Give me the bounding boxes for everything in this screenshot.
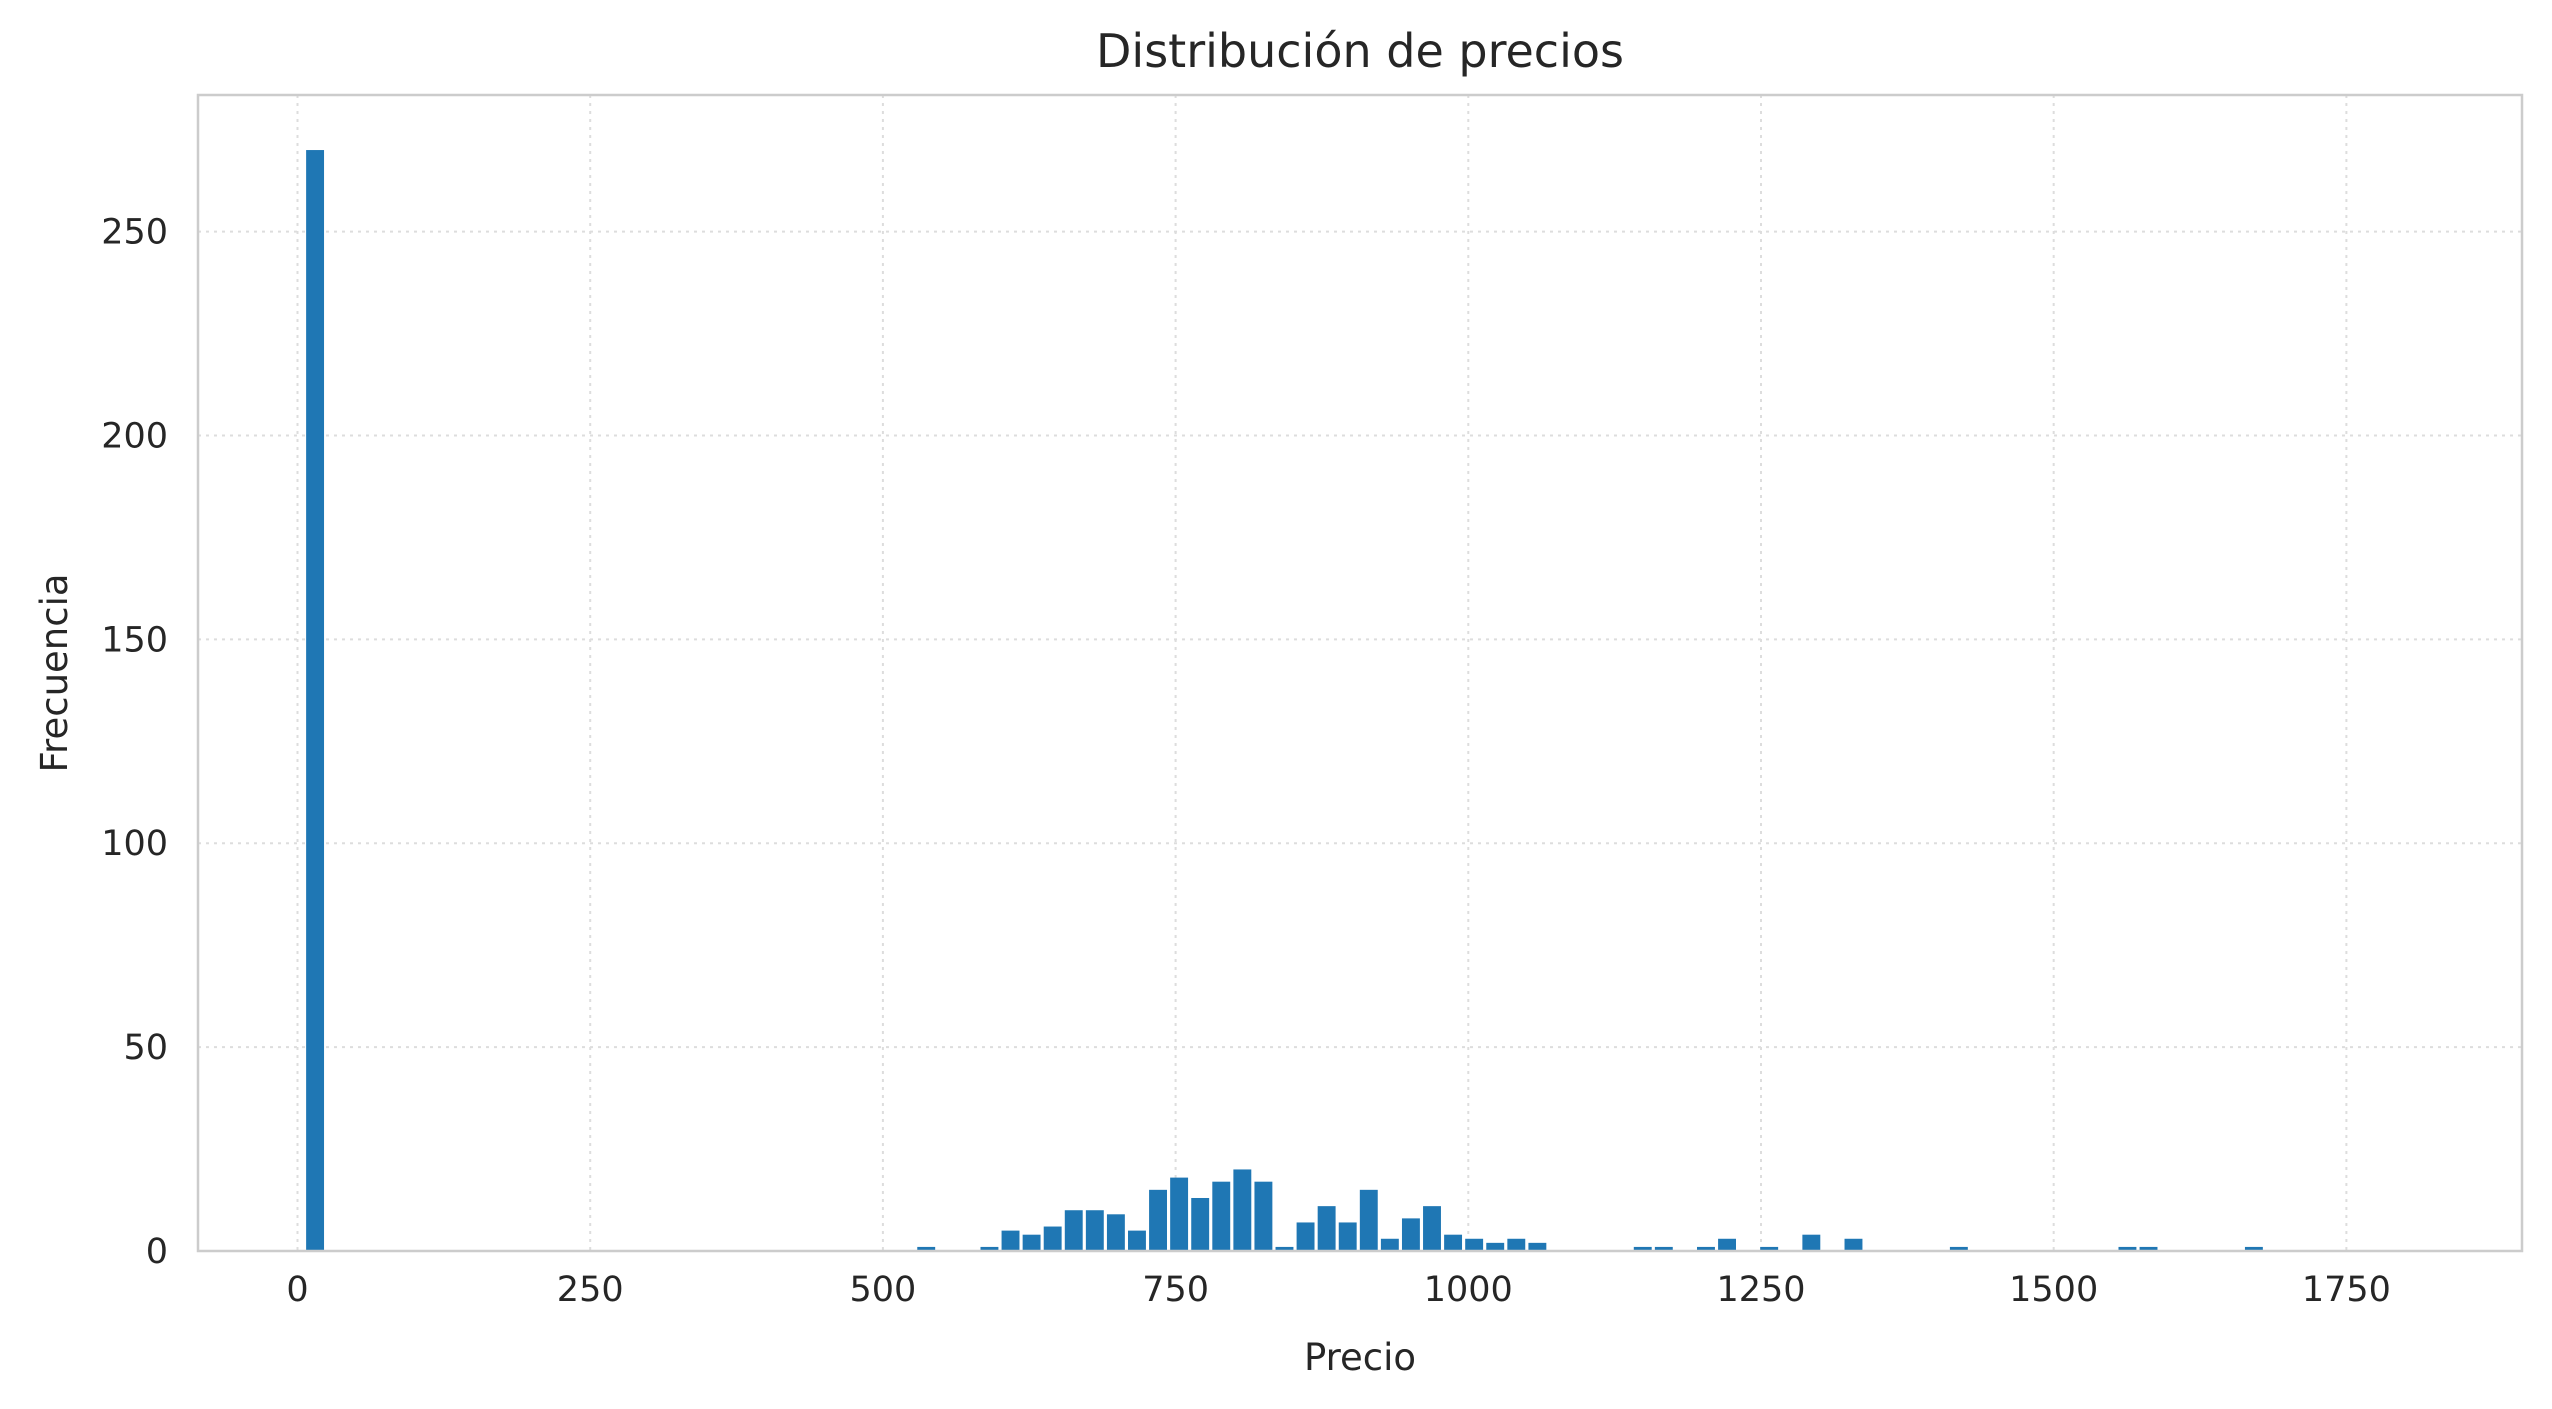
- y-tick-label-150: 150: [101, 620, 168, 660]
- histogram-bar-31: [1697, 1246, 1715, 1251]
- histogram-bar-30: [1654, 1246, 1673, 1251]
- histogram-bar-38: [2139, 1246, 2158, 1251]
- x-axis-ticks: 0 250 500 750 1000 1250 1500 1750: [286, 1270, 2391, 1310]
- y-axis-title: Frecuencia: [33, 573, 76, 772]
- histogram-bar-15: [1254, 1181, 1273, 1251]
- histogram-bar-34: [1802, 1234, 1821, 1251]
- x-tick-label-1000: 1000: [1424, 1270, 1513, 1310]
- x-tick-label-1750: 1750: [2302, 1270, 2391, 1310]
- histogram-bar-16: [1275, 1246, 1294, 1251]
- histogram-bar-3: [1001, 1230, 1020, 1251]
- histogram-bar-12: [1191, 1197, 1210, 1251]
- histogram-bar-39: [2244, 1246, 2263, 1251]
- grid-lines: [198, 95, 2522, 1251]
- histogram-bar-35: [1844, 1238, 1863, 1251]
- x-tick-label-500: 500: [850, 1270, 917, 1310]
- histogram-bar-27: [1507, 1238, 1526, 1251]
- histogram-bar-6: [1064, 1210, 1083, 1251]
- histogram-bar-17: [1296, 1222, 1315, 1251]
- histogram-bars: [306, 150, 2263, 1252]
- histogram-bar-0: [306, 150, 325, 1252]
- chart-title: Distribución de precios: [1096, 24, 1624, 78]
- histogram-bar-2: [980, 1246, 999, 1251]
- y-tick-label-200: 200: [101, 416, 168, 456]
- histogram-bar-33: [1760, 1246, 1779, 1251]
- histogram-bar-36: [1949, 1246, 1968, 1251]
- histogram-bar-25: [1465, 1238, 1484, 1251]
- x-tick-label-250: 250: [557, 1270, 624, 1310]
- x-tick-label-0: 0: [286, 1270, 308, 1310]
- histogram-bar-24: [1444, 1234, 1463, 1251]
- histogram-bar-14: [1233, 1169, 1252, 1251]
- histogram-bar-29: [1633, 1246, 1652, 1251]
- histogram-bar-18: [1317, 1206, 1336, 1251]
- histogram-bar-26: [1486, 1242, 1505, 1251]
- histogram-bar-8: [1106, 1214, 1125, 1251]
- histogram-bar-23: [1423, 1206, 1441, 1251]
- histogram-bar-21: [1380, 1238, 1399, 1251]
- histogram-bar-1: [917, 1246, 936, 1251]
- histogram-bar-11: [1170, 1177, 1189, 1251]
- x-axis-title: Precio: [1304, 1336, 1416, 1379]
- histogram-bar-37: [2118, 1246, 2137, 1251]
- y-axis-ticks: 0 50 100 150 200 250: [101, 213, 168, 1272]
- histogram-bar-10: [1149, 1189, 1167, 1251]
- y-tick-label-50: 50: [123, 1028, 168, 1068]
- y-tick-label-250: 250: [101, 213, 168, 253]
- x-tick-label-750: 750: [1142, 1270, 1209, 1310]
- histogram-bar-22: [1401, 1218, 1420, 1251]
- histogram-bar-13: [1212, 1181, 1231, 1251]
- plot-frame: [196, 93, 2524, 1253]
- x-tick-label-1500: 1500: [2009, 1270, 2098, 1310]
- histogram-bar-28: [1528, 1242, 1547, 1251]
- histogram-bar-4: [1022, 1234, 1041, 1251]
- histogram-bar-5: [1043, 1226, 1062, 1251]
- histogram-bar-9: [1128, 1230, 1146, 1251]
- histogram-bar-7: [1085, 1210, 1104, 1251]
- x-tick-label-1250: 1250: [1716, 1270, 1805, 1310]
- histogram-bar-19: [1338, 1222, 1357, 1251]
- y-tick-label-100: 100: [101, 824, 168, 864]
- histogram-bar-32: [1718, 1238, 1736, 1251]
- histogram-bar-20: [1359, 1189, 1378, 1251]
- y-tick-label-0: 0: [146, 1232, 168, 1272]
